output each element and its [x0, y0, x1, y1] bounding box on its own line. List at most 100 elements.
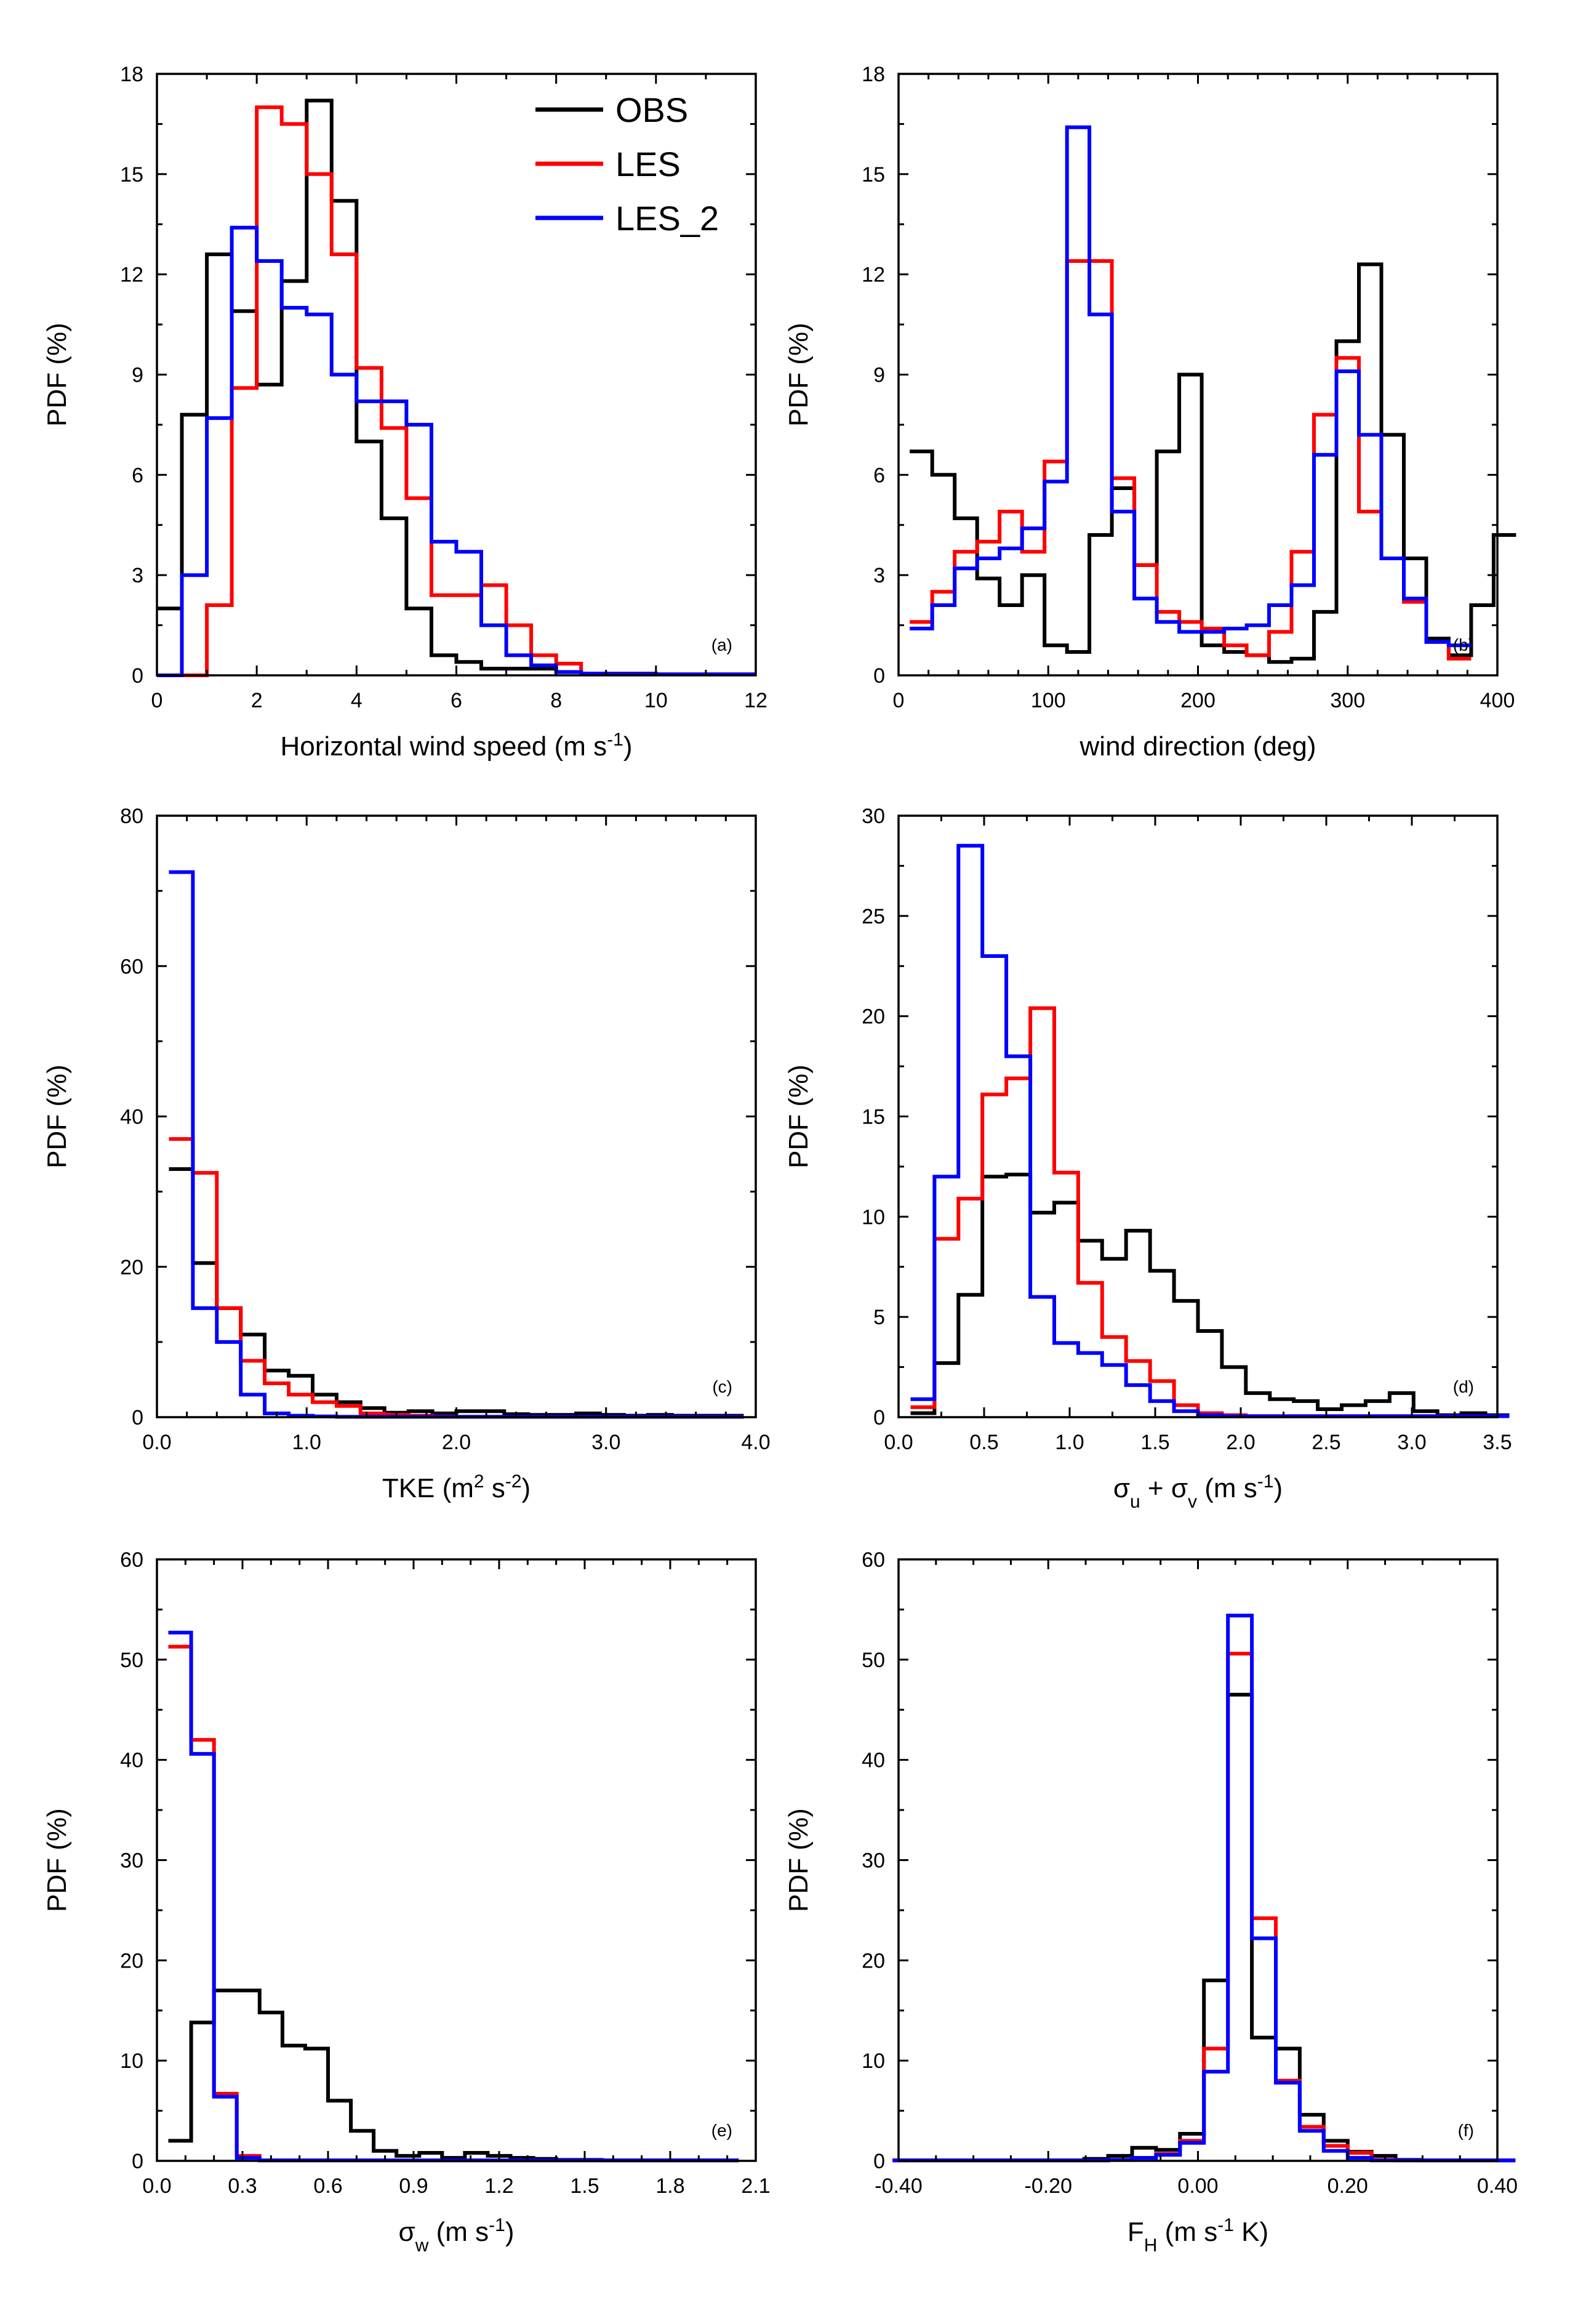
x-tick-label: 2.0	[442, 1431, 471, 1454]
x-tick-label: 200	[1180, 689, 1216, 712]
panel-b: 0 100 200 300 400 0 3 6 9 12 15 18 PDF (%) wind direc…	[783, 63, 1516, 762]
y-tick-label: 60	[120, 955, 143, 978]
x-axis-title: TKE (m2 s-2)	[382, 1471, 531, 1504]
x-axis-title-part: -1	[1217, 2215, 1234, 2235]
y-tick-label: 9	[873, 364, 885, 387]
x-tick-label: 1.0	[1055, 1431, 1084, 1454]
x-axis-title-part: -2	[505, 1471, 522, 1492]
x-tick-label: 0.5	[969, 1431, 998, 1454]
legend-label-obs: OBS	[615, 90, 688, 129]
x-tick-label: 100	[1031, 689, 1066, 712]
y-tick-label: 10	[862, 1205, 885, 1229]
y-tick-label: 15	[120, 163, 143, 187]
y-tick-label: 10	[120, 2049, 143, 2073]
x-axis-title-part: (m s	[1157, 2217, 1217, 2247]
series-les-2-line	[910, 125, 1472, 648]
x-tick-label: 10	[644, 689, 668, 712]
y-tick-label: 50	[862, 1649, 885, 1672]
y-tick-label: 60	[862, 1548, 885, 1572]
legend: OBS LES LES_2	[535, 90, 719, 238]
x-tick-label: 0.0	[884, 1431, 913, 1454]
y-tick-label: 3	[873, 564, 885, 587]
x-tick-label: 2	[251, 689, 263, 712]
x-tick-label: -0.40	[875, 2174, 923, 2198]
y-tick-label: 40	[120, 1106, 143, 1129]
y-tick-label: 25	[862, 905, 885, 928]
plot-frame	[156, 814, 757, 1418]
x-tick-label: 0.0	[142, 1431, 171, 1454]
series-obs-line	[169, 1167, 744, 1418]
x-tick-label: 2.5	[1312, 1431, 1340, 1454]
y-tick-label: 40	[862, 1749, 885, 1772]
x-axis-title-part: wind direction (deg)	[1079, 731, 1316, 762]
y-tick-label: 9	[132, 364, 143, 387]
x-axis-title-part: )	[505, 2217, 515, 2247]
x-axis-title-part: (m s	[428, 2217, 489, 2247]
series-obs-line	[168, 1988, 739, 2163]
y-tick-label: 0	[132, 2150, 143, 2173]
x-axis-title-part: H	[1144, 2235, 1158, 2256]
panel-d: 0.0 0.5 1.0 1.5 2.0 2.5 3.0 3.5 0 5 10 15 20 25 30 PDF …	[783, 805, 1512, 1512]
y-tick-label: 80	[120, 805, 143, 828]
x-tick-label: 1.0	[292, 1431, 321, 1454]
x-tick-label: 0.40	[1477, 2174, 1518, 2198]
y-axis-title: PDF (%)	[42, 1064, 72, 1168]
x-axis-title-part: )	[522, 1473, 531, 1503]
x-tick-label: 3.0	[591, 1431, 620, 1454]
panel-tag: (e)	[711, 2121, 732, 2140]
y-tick-label: 60	[120, 1548, 143, 1572]
y-tick-label: 0	[132, 1406, 143, 1429]
x-tick-label: 0	[151, 689, 163, 712]
x-tick-label: 0.00	[1177, 2174, 1218, 2198]
y-tick-label: 20	[120, 1256, 143, 1279]
y-tick-label: 0	[132, 664, 143, 688]
y-tick-label: 40	[120, 1749, 143, 1772]
series-les-line	[157, 105, 756, 677]
x-tick-label: 8	[550, 689, 562, 712]
y-tick-label: 6	[132, 464, 143, 487]
x-axis-title-part: w	[415, 2235, 429, 2256]
y-tick-label: 10	[862, 2049, 885, 2073]
x-tick-label: 1.8	[655, 2174, 684, 2198]
y-tick-label: 15	[862, 163, 885, 187]
series-obs-line	[910, 262, 1516, 664]
y-tick-label: 12	[120, 263, 143, 287]
panel-a: 0 2 4 6 8 10 12 0 3 6 9 12 15 18 PDF (%) Horizontal win…	[42, 63, 767, 762]
x-axis-title-part: -1	[607, 730, 623, 750]
plot-frame	[156, 1558, 757, 2162]
x-axis-title-part: u	[1130, 1492, 1140, 1512]
y-tick-label: 20	[862, 1005, 885, 1029]
x-axis-title-part: -1	[1257, 1471, 1274, 1492]
y-tick-label: 50	[120, 1649, 143, 1672]
panel-tag: (c)	[712, 1377, 732, 1396]
x-tick-label: 0	[893, 689, 905, 712]
series-les-line	[910, 259, 1472, 661]
y-tick-label: 20	[120, 1949, 143, 1972]
panel-tag: (a)	[711, 635, 732, 654]
x-axis-title-part: 2	[474, 1471, 484, 1492]
y-axis-title: PDF (%)	[42, 323, 72, 427]
y-tick-label: 5	[873, 1306, 885, 1329]
x-tick-label: 0.9	[399, 2174, 428, 2198]
y-tick-label: 15	[862, 1106, 885, 1129]
x-axis-title: Horizontal wind speed (m s-1)	[280, 730, 632, 762]
series-les-2-line	[892, 1614, 1516, 2163]
panel-tag: (d)	[1453, 1377, 1474, 1396]
x-tick-label: 400	[1480, 689, 1515, 712]
x-tick-label: 4	[351, 689, 362, 712]
x-tick-label: 1.5	[570, 2174, 599, 2198]
y-axis-title: PDF (%)	[42, 1808, 72, 1912]
series-les-2-line	[168, 1630, 739, 2163]
x-tick-label: 0.20	[1328, 2174, 1368, 2198]
x-axis-title: FH (m s-1 K)	[1127, 2215, 1268, 2256]
x-tick-label: 300	[1330, 689, 1365, 712]
series-obs-line	[910, 1172, 1510, 1417]
y-tick-label: 18	[120, 63, 143, 86]
panel-f: -0.40 -0.20 0.00 0.20 0.40 0 10 20 30 40 50 60 PDF (…	[783, 1548, 1518, 2256]
x-axis-title-part: K)	[1234, 2217, 1268, 2247]
y-tick-label: 20	[862, 1949, 885, 1972]
x-axis-title-part: v	[1188, 1492, 1197, 1512]
y-tick-label: 30	[862, 1849, 885, 1873]
series-les-2-line	[157, 225, 756, 677]
